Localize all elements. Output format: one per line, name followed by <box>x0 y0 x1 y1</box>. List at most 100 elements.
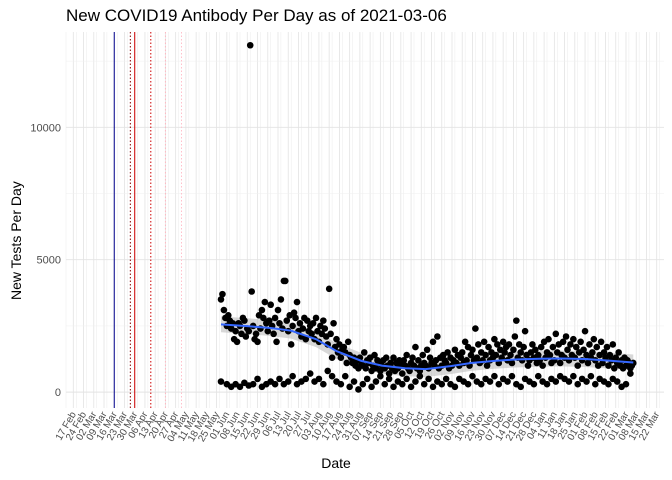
data-point <box>390 383 397 391</box>
data-point <box>425 375 432 383</box>
data-point <box>572 343 580 351</box>
data-point <box>309 319 317 327</box>
data-point <box>344 338 352 346</box>
data-point <box>320 317 327 324</box>
data-point <box>271 380 279 388</box>
data-point <box>510 346 517 354</box>
data-point <box>409 354 416 361</box>
data-point <box>429 383 437 391</box>
data-point <box>457 354 465 361</box>
data-point <box>507 351 514 359</box>
data-point <box>284 378 292 385</box>
data-point <box>220 306 228 314</box>
data-point <box>412 343 419 351</box>
data-point <box>464 380 472 388</box>
data-point <box>368 383 375 391</box>
data-point <box>486 378 494 385</box>
data-point <box>615 349 622 356</box>
data-point <box>398 370 406 377</box>
data-point <box>562 333 570 340</box>
data-point <box>308 330 315 338</box>
data-point <box>472 325 479 332</box>
data-point <box>537 343 545 351</box>
data-point <box>517 349 525 356</box>
data-point <box>494 341 501 348</box>
data-point <box>328 354 336 361</box>
data-point <box>574 380 582 388</box>
data-point <box>600 349 608 356</box>
data-point <box>343 359 351 367</box>
data-point <box>438 380 446 388</box>
data-point <box>513 317 520 324</box>
data-point <box>293 298 301 306</box>
data-point <box>501 349 508 356</box>
data-point <box>426 354 434 361</box>
data-point <box>609 341 617 348</box>
data-point <box>327 330 334 338</box>
data-point <box>597 338 605 346</box>
data-point <box>276 319 283 327</box>
data-point <box>277 296 285 303</box>
data-point <box>571 354 579 361</box>
data-point <box>605 362 612 369</box>
data-point <box>530 380 538 388</box>
data-point <box>254 375 261 383</box>
data-point <box>565 378 573 385</box>
data-point <box>350 378 358 385</box>
data-point <box>419 351 427 359</box>
data-point <box>248 288 255 295</box>
data-point <box>559 338 567 346</box>
data-point <box>603 343 611 351</box>
data-point <box>283 317 291 324</box>
data-point <box>586 341 593 348</box>
data-point <box>583 378 590 385</box>
data-point <box>534 372 542 380</box>
data-point <box>532 346 539 354</box>
data-point <box>546 351 554 359</box>
data-point <box>469 346 476 354</box>
data-point <box>224 312 232 319</box>
data-point <box>292 314 299 322</box>
data-point <box>451 383 459 391</box>
data-point <box>274 306 282 314</box>
data-point <box>337 354 345 361</box>
data-point <box>429 338 437 346</box>
data-point <box>508 372 516 380</box>
data-point <box>570 335 577 343</box>
grid-lines <box>65 32 664 408</box>
data-point <box>355 386 362 393</box>
data-point <box>613 378 621 385</box>
data-point <box>434 333 441 340</box>
data-point <box>276 375 283 383</box>
data-point <box>549 343 557 351</box>
data-point <box>242 333 250 340</box>
data-point <box>249 380 257 388</box>
data-point <box>377 372 384 380</box>
data-point <box>371 351 378 359</box>
data-point <box>306 370 314 377</box>
data-point <box>217 296 225 303</box>
data-point <box>333 335 340 343</box>
data-point <box>577 338 584 346</box>
data-point <box>444 349 451 356</box>
data-point <box>302 335 310 343</box>
data-point <box>312 314 320 322</box>
data-point <box>482 351 489 359</box>
data-point <box>458 349 466 356</box>
reference-lines <box>113 32 183 408</box>
data-point <box>261 298 269 306</box>
data-point <box>492 351 500 359</box>
data-point <box>236 383 244 391</box>
data-point <box>606 351 614 359</box>
data-point <box>289 372 296 380</box>
data-point <box>491 372 498 380</box>
data-point <box>362 364 370 372</box>
data-point <box>270 330 277 338</box>
data-point <box>491 335 498 343</box>
data-point <box>485 343 492 351</box>
data-point <box>599 359 606 367</box>
data-point <box>289 322 296 330</box>
data-point <box>387 359 394 367</box>
data-point <box>303 317 311 324</box>
data-point <box>529 341 536 348</box>
